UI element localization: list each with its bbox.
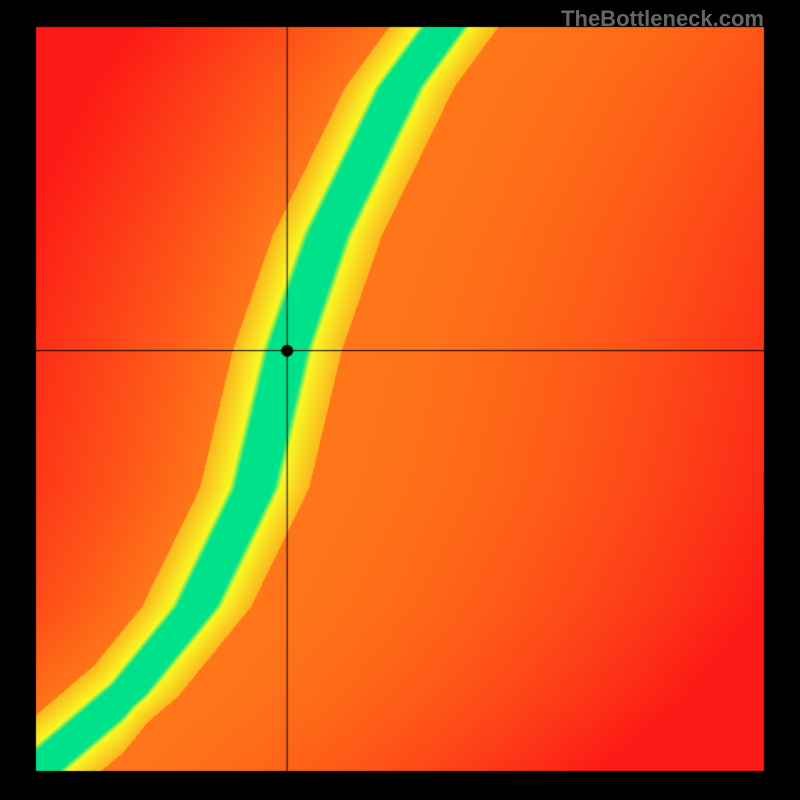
chart-container: TheBottleneck.com (0, 0, 800, 800)
heatmap-canvas (0, 0, 800, 800)
watermark-text: TheBottleneck.com (561, 6, 764, 32)
